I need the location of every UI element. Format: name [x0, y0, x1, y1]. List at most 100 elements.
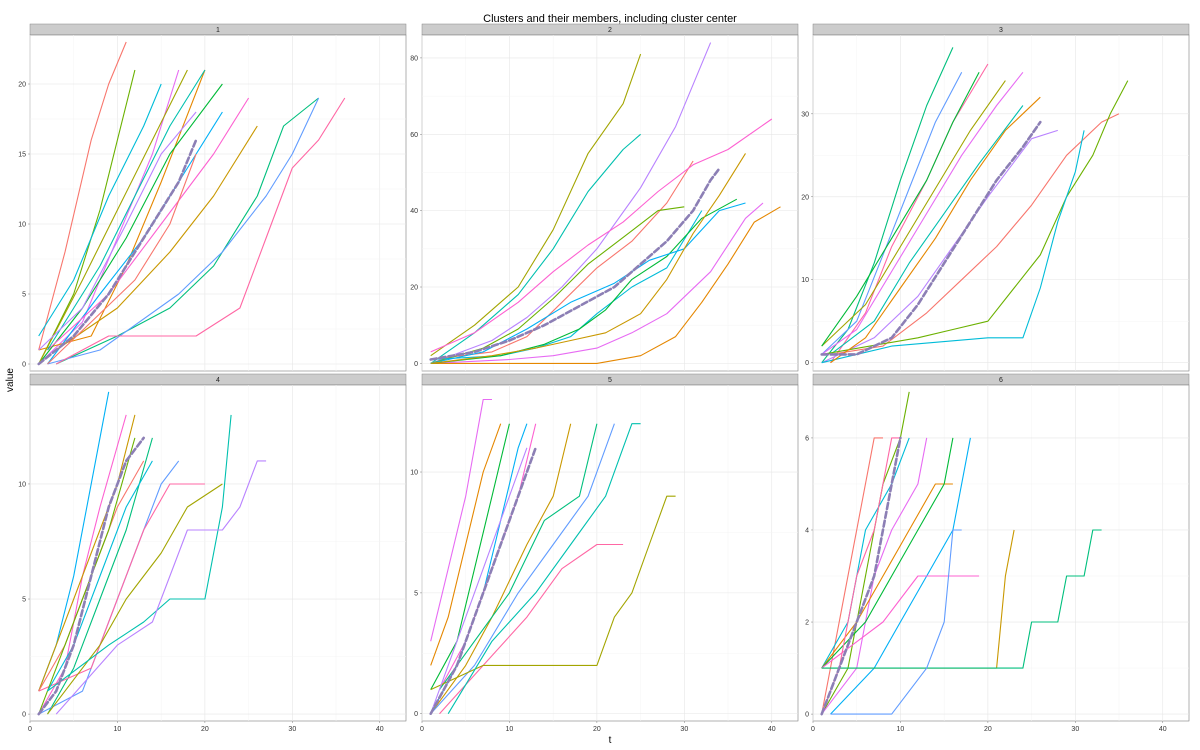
member-series-line — [430, 447, 528, 714]
member-series-line — [430, 202, 764, 364]
member-series-line — [47, 153, 197, 365]
x-tick-label: 40 — [1159, 726, 1167, 733]
member-series-line — [821, 483, 953, 669]
y-tick-label: 10 — [410, 470, 418, 477]
y-tick-label: 20 — [801, 194, 809, 201]
member-series-line — [821, 575, 980, 669]
member-series-line — [47, 97, 250, 351]
member-series-line — [821, 80, 1006, 347]
member-series-line — [47, 437, 153, 715]
member-series-line — [821, 437, 954, 669]
x-tick-label: 30 — [1071, 726, 1079, 733]
y-tick-label: 0 — [414, 361, 418, 368]
member-series-line — [821, 72, 980, 347]
member-series-line — [55, 125, 258, 351]
x-tick-label: 10 — [114, 726, 122, 733]
member-series-line — [55, 97, 346, 365]
member-series-line — [430, 160, 694, 361]
facet-panel-5: 5 0 5 10 0 10 20 30 40 — [410, 373, 799, 733]
facet-strip-label: 1 — [216, 27, 220, 34]
member-series-line — [430, 423, 615, 715]
y-tick-label: 0 — [805, 712, 809, 719]
member-series-line — [47, 460, 153, 692]
member-series-line — [821, 437, 928, 715]
member-series-line — [821, 71, 1024, 355]
member-series-line — [821, 529, 1102, 669]
facet-strip-label: 2 — [608, 27, 612, 34]
facet-strip-label: 4 — [216, 377, 220, 384]
x-tick-label: 0 — [28, 726, 32, 733]
y-tick-label: 20 — [18, 82, 26, 89]
member-series-group — [429, 398, 676, 715]
member-series-group — [820, 47, 1129, 364]
chart-title: Clusters and their members, including cl… — [483, 13, 737, 25]
y-axis-title: value — [5, 368, 16, 392]
y-tick-label: 5 — [414, 590, 418, 597]
y-tick-label: 10 — [801, 277, 809, 284]
cluster-center-line — [820, 436, 902, 716]
facet-panel-6: 6 0 2 4 6 0 10 20 30 40 — [805, 373, 1190, 733]
facet-strip-label: 3 — [999, 27, 1003, 34]
y-tick-label: 10 — [18, 481, 26, 488]
member-series-line — [38, 83, 162, 337]
member-series-line — [38, 83, 223, 365]
facet-strip-label: 5 — [608, 377, 612, 384]
member-series-line — [47, 483, 223, 715]
y-tick-label: 10 — [18, 222, 26, 229]
x-tick-label: 30 — [288, 726, 296, 733]
member-series-line — [821, 130, 1085, 364]
member-series-group — [820, 391, 1102, 716]
y-tick-label: 0 — [22, 712, 26, 719]
member-series-line — [830, 63, 989, 364]
x-tick-label: 20 — [201, 726, 209, 733]
member-series-line — [430, 423, 502, 666]
member-series-line — [430, 206, 685, 364]
member-series-line — [821, 72, 963, 355]
member-series-line — [430, 206, 781, 364]
member-series-line — [38, 41, 127, 351]
y-tick-label: 0 — [414, 711, 418, 718]
member-series-line — [830, 96, 1041, 364]
member-series-line — [830, 437, 971, 715]
member-series-line — [447, 423, 641, 714]
member-series-line — [38, 111, 197, 351]
member-series-line — [821, 437, 910, 669]
panel-background — [812, 34, 1190, 372]
x-tick-label: 40 — [768, 726, 776, 733]
member-series-line — [439, 423, 598, 690]
member-series-line — [830, 529, 962, 715]
member-series-group — [37, 41, 346, 366]
y-tick-label: 60 — [410, 132, 418, 139]
cluster-center-line — [37, 138, 198, 366]
member-series-line — [821, 80, 1129, 355]
member-series-line — [430, 153, 746, 364]
y-tick-label: 80 — [410, 55, 418, 62]
y-tick-label: 20 — [410, 285, 418, 292]
member-series-line — [430, 423, 572, 715]
x-tick-label: 0 — [811, 726, 815, 733]
facet-strip-label: 6 — [999, 377, 1003, 384]
x-tick-label: 20 — [984, 726, 992, 733]
y-tick-label: 40 — [410, 208, 418, 215]
cluster-center-line — [429, 167, 721, 361]
member-series-line — [47, 97, 320, 365]
cluster-center-line — [820, 120, 1042, 356]
member-series-line — [430, 423, 510, 690]
member-series-line — [47, 414, 232, 692]
member-series-line — [38, 69, 188, 365]
y-tick-label: 6 — [805, 435, 809, 442]
member-series-line — [439, 543, 624, 715]
panel-background — [421, 34, 799, 372]
x-tick-label: 10 — [506, 726, 514, 733]
y-tick-label: 0 — [805, 360, 809, 367]
member-series-line — [830, 113, 1120, 355]
x-tick-label: 30 — [680, 726, 688, 733]
x-tick-label: 40 — [376, 726, 384, 733]
member-series-line — [38, 414, 136, 692]
member-series-line — [38, 437, 136, 715]
cluster-center-line — [429, 446, 537, 715]
